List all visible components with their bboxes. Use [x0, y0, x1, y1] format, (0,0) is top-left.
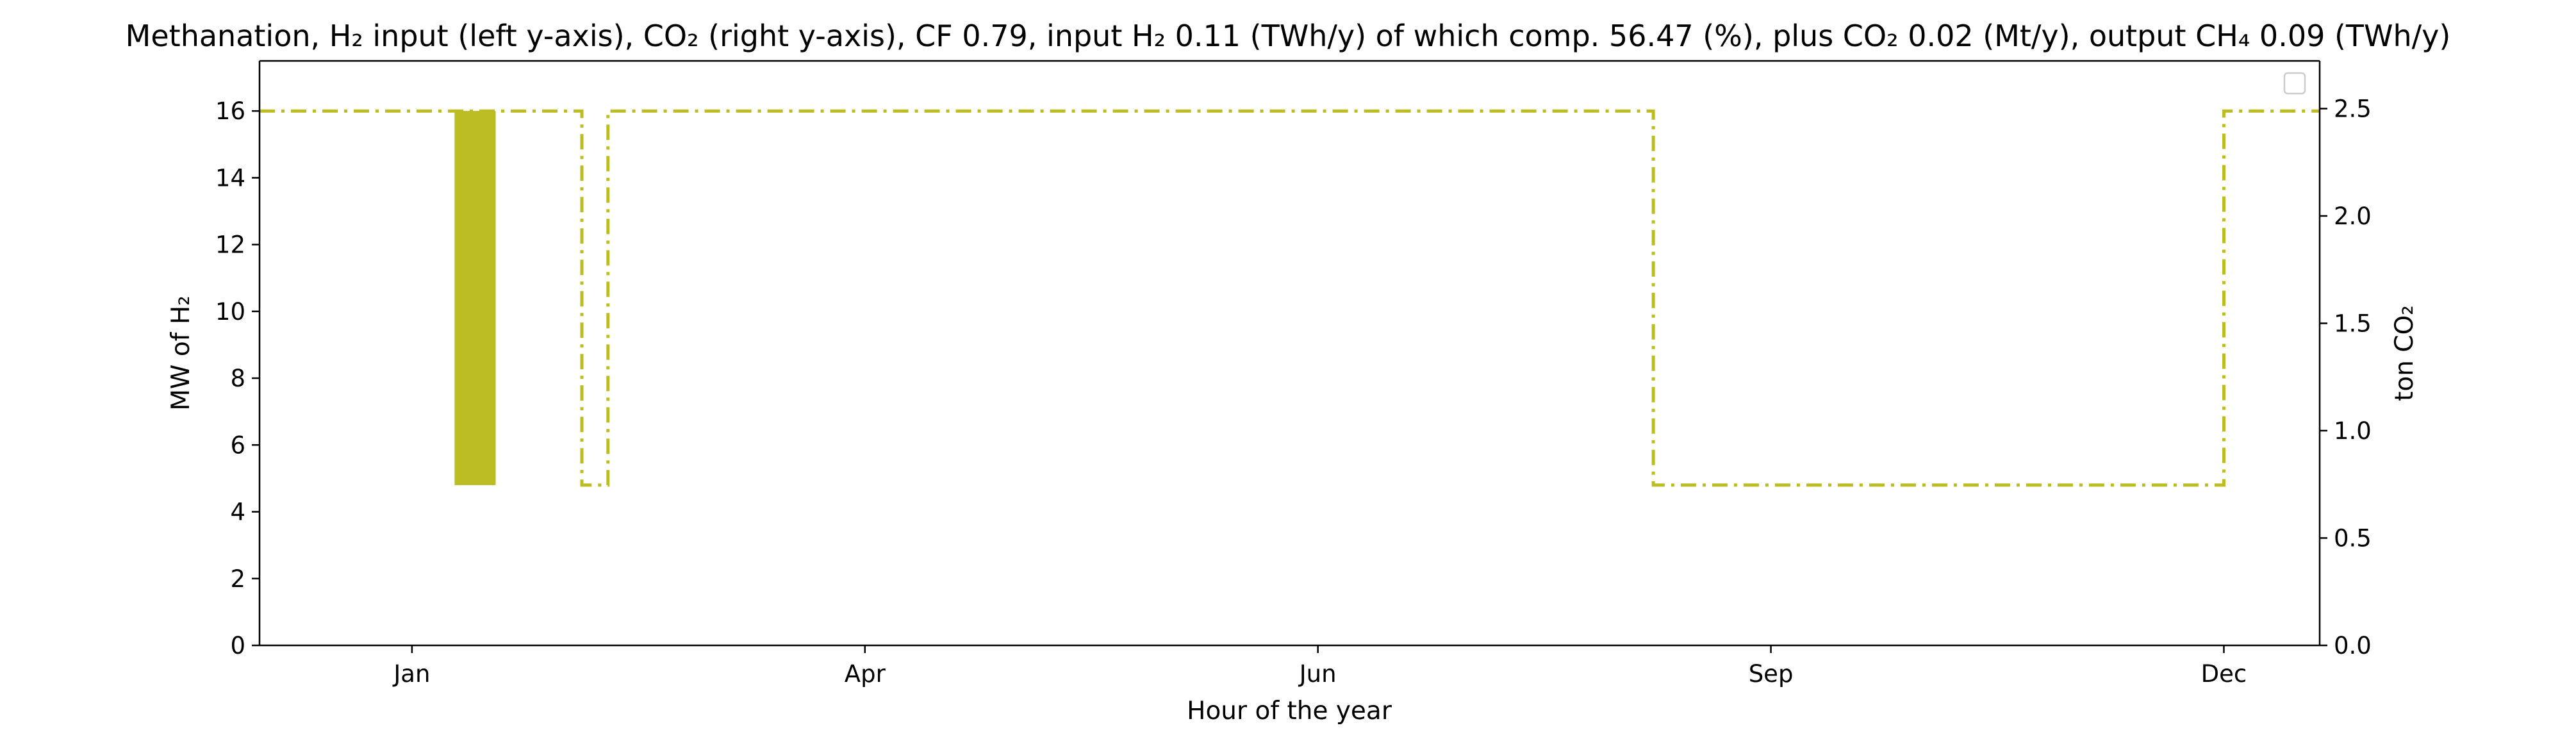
left-y-tick-label: 4	[230, 499, 245, 526]
left-y-tick-label: 6	[230, 431, 245, 459]
right-y-tick-label: 1.0	[2334, 417, 2372, 445]
series-layer	[260, 109, 2320, 487]
left-y-tick-label: 16	[215, 97, 245, 125]
left-y-tick-label: 10	[215, 298, 245, 326]
x-axis-ticks: Jan Apr Jun Sep Dec	[392, 645, 2247, 688]
x-tick-label: Apr	[845, 660, 886, 688]
x-tick-label: Jan	[392, 660, 430, 688]
x-tick-label: Sep	[1749, 660, 1794, 688]
right-y-tick-label: 0.0	[2334, 632, 2372, 659]
right-y-tick-label: 2.0	[2334, 203, 2372, 230]
right-y-axis-label: ton CO₂	[2390, 305, 2419, 401]
right-y-tick-label: 2.5	[2334, 95, 2372, 122]
series-dense-oscillation-fill	[455, 111, 495, 485]
right-y-tick-label: 0.5	[2334, 524, 2372, 552]
right-y-tick-label: 1.5	[2334, 310, 2372, 337]
left-y-tick-label: 8	[230, 365, 245, 392]
left-y-tick-label: 12	[215, 231, 245, 259]
left-y-tick-label: 0	[230, 632, 245, 659]
right-y-axis-ticks: 0.0 0.5 1.0 1.5 2.0 2.5	[2320, 95, 2372, 659]
chart-title: Methanation, H₂ input (left y-axis), CO₂…	[126, 19, 2451, 53]
x-tick-label: Dec	[2201, 660, 2247, 688]
legend-box	[2283, 72, 2306, 95]
x-axis-label: Hour of the year	[1187, 697, 1392, 725]
series-line-dashdot	[260, 109, 2320, 487]
left-y-axis-label: MW of H₂	[167, 295, 195, 411]
plot-area	[260, 61, 2320, 645]
left-y-tick-label: 2	[230, 565, 245, 593]
x-tick-label: Jun	[1298, 660, 1337, 688]
left-y-axis-ticks: 0 2 4 6 8 10 12 14 16	[215, 97, 260, 659]
left-y-tick-label: 14	[215, 164, 245, 192]
